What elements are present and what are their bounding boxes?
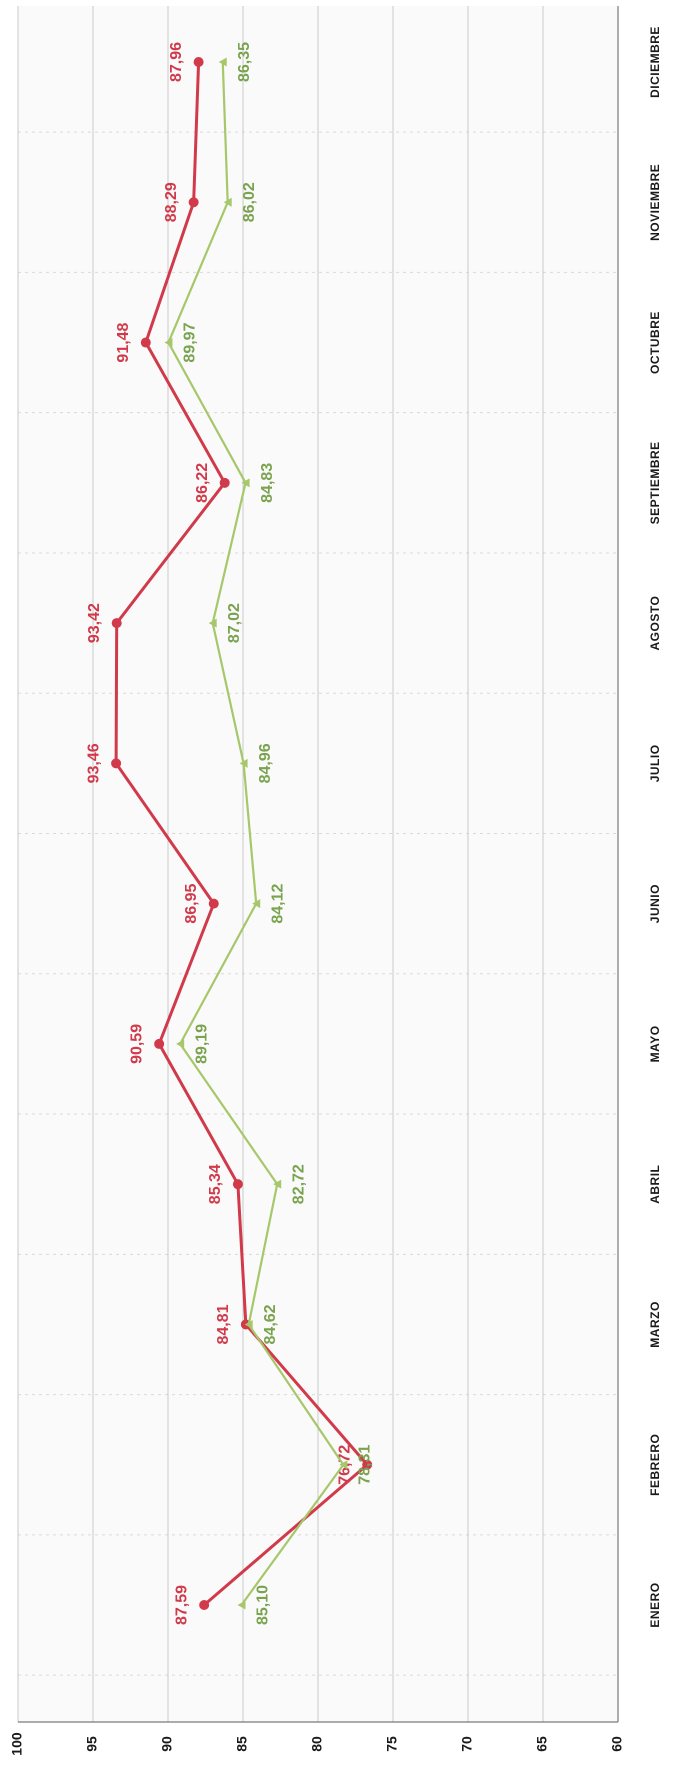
data-label-red: 93,46 (85, 743, 102, 783)
data-point-green (223, 197, 232, 207)
data-label-green: 84,12 (269, 884, 286, 924)
data-point-red (111, 758, 122, 769)
value-tick-label: 60 (609, 1736, 625, 1752)
category-label: DICIEMBRE (648, 26, 662, 98)
value-tick-label: 75 (384, 1736, 400, 1752)
data-point-green (339, 1460, 348, 1470)
data-point-red (208, 898, 219, 909)
data-label-red: 87,59 (173, 1585, 190, 1625)
data-point-green (239, 758, 248, 768)
data-label-green: 82,72 (290, 1164, 307, 1204)
category-label: MARZO (648, 1301, 662, 1348)
data-point-green (176, 1039, 185, 1049)
value-tick-label: 95 (84, 1736, 100, 1752)
data-label-red: 91,48 (115, 322, 132, 362)
category-label: JUNIO (648, 884, 662, 923)
data-point-green (241, 478, 250, 488)
value-tick-label: 85 (234, 1736, 250, 1752)
data-label-red: 93,42 (86, 603, 103, 643)
data-label-green: 86,02 (241, 182, 258, 222)
data-label-red: 87,96 (168, 42, 185, 82)
data-label-red: 86,95 (183, 884, 200, 924)
data-point-red (219, 477, 230, 488)
value-tick-label: 65 (534, 1736, 550, 1752)
data-label-red: 84,81 (215, 1304, 232, 1344)
data-label-red: 90,59 (128, 1024, 145, 1064)
data-label-green: 78,31 (357, 1445, 374, 1485)
category-label: MAYO (648, 1025, 662, 1062)
data-label-red: 86,22 (194, 463, 211, 503)
data-label-green: 87,02 (226, 603, 243, 643)
data-point-red (199, 1600, 210, 1610)
data-point-green (164, 338, 173, 348)
value-tick-label: 70 (459, 1736, 475, 1752)
category-label: AGOSTO (648, 596, 662, 651)
data-label-green: 86,35 (236, 42, 253, 82)
category-label: ABRIL (648, 1165, 662, 1204)
value-tick-label: 90 (159, 1736, 175, 1752)
category-label: SEPTIEMBRE (648, 441, 662, 524)
data-point-red (154, 1038, 165, 1049)
data-point-red (193, 57, 204, 67)
data-label-green: 84,62 (262, 1304, 279, 1344)
data-point-green (218, 57, 227, 67)
category-label: NOVIEMBRE (648, 164, 662, 241)
category-label: FEBRERO (648, 1434, 662, 1496)
data-point-green (208, 618, 217, 628)
data-point-red (232, 1179, 243, 1190)
value-tick-label: 80 (309, 1736, 325, 1752)
data-label-green: 89,19 (193, 1024, 210, 1064)
data-point-green (237, 1600, 246, 1610)
value-tick-label: 100 (9, 1732, 25, 1756)
category-label: ENERO (648, 1582, 662, 1627)
data-point-red (111, 618, 122, 629)
data-point-green (273, 1179, 282, 1189)
category-label: OCTUBRE (648, 311, 662, 374)
data-point-red (188, 197, 199, 208)
series-line-green (167, 61, 345, 1606)
category-label: JULIO (648, 744, 662, 782)
data-label-green: 84,83 (259, 463, 276, 503)
data-label-green: 89,97 (182, 322, 199, 362)
data-point-red (362, 1459, 373, 1470)
data-label-green: 85,10 (255, 1585, 272, 1625)
data-label-green: 84,96 (257, 743, 274, 783)
data-label-red: 88,29 (163, 182, 180, 222)
series-line-red (114, 61, 369, 1607)
data-point-green (244, 1319, 253, 1329)
data-label-red: 85,34 (207, 1164, 224, 1204)
data-point-red (140, 337, 151, 348)
data-point-green (252, 899, 261, 909)
